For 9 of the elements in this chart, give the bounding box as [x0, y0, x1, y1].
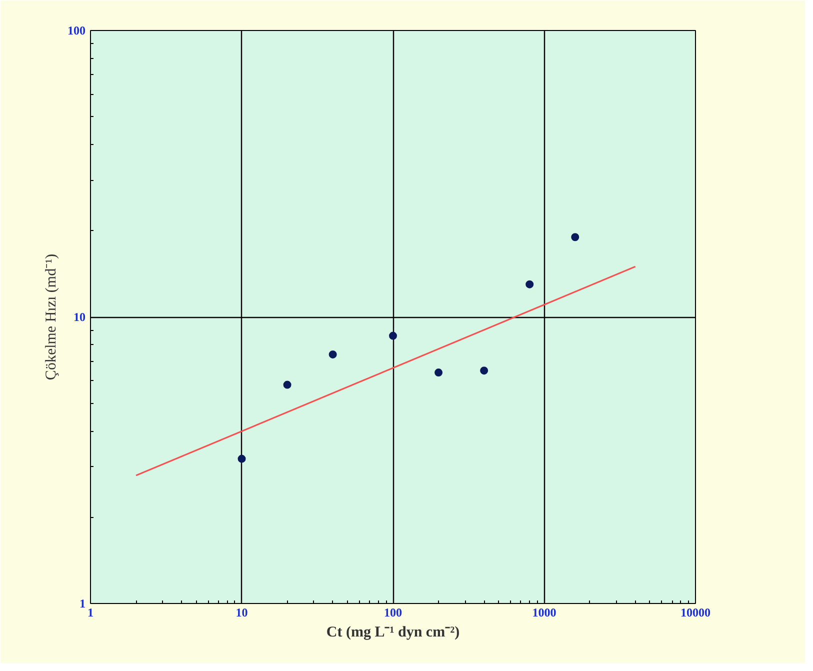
x-axis-title: Ct (mg L⁻¹ dyn cm⁻²): [326, 624, 460, 640]
x-tick-label: 100: [384, 606, 402, 620]
y-tick-label: 10: [74, 310, 86, 324]
y-tick-label: 100: [68, 24, 86, 38]
y-tick-label: 1: [80, 596, 86, 610]
x-tick-label: 10: [236, 606, 248, 620]
y-axis-title: Çökelme Hızı (md⁻¹): [44, 254, 60, 380]
x-tick-label: 10000: [680, 606, 710, 620]
x-tick-label: 1000: [532, 606, 556, 620]
